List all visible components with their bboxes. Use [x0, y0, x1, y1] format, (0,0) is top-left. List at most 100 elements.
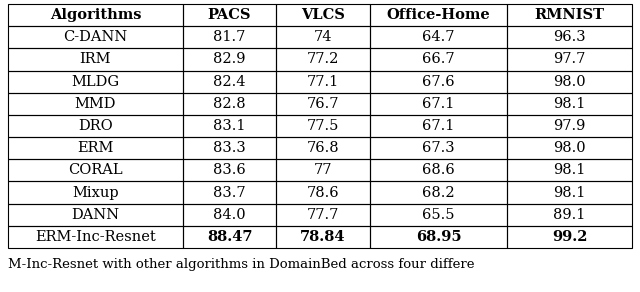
Bar	[183, 204, 276, 226]
Text: 67.1: 67.1	[422, 119, 455, 133]
Bar	[8, 204, 183, 226]
Text: VLCS: VLCS	[301, 8, 345, 22]
Bar	[276, 71, 370, 93]
Text: 84.0: 84.0	[213, 208, 246, 222]
Bar	[183, 181, 276, 204]
Text: 68.6: 68.6	[422, 163, 455, 177]
Text: Mixup: Mixup	[72, 185, 118, 199]
Text: M-Inc-Resnet with other algorithms in DomainBed across four differe: M-Inc-Resnet with other algorithms in Do…	[8, 258, 474, 271]
Text: ERM-Inc-Resnet: ERM-Inc-Resnet	[35, 230, 156, 244]
Text: 88.47: 88.47	[207, 230, 252, 244]
Text: ERM: ERM	[77, 141, 113, 155]
Text: MMD: MMD	[75, 97, 116, 111]
Bar	[508, 226, 632, 248]
Bar	[276, 137, 370, 159]
Text: 83.7: 83.7	[213, 185, 246, 199]
Bar	[370, 159, 508, 181]
Bar	[8, 71, 183, 93]
Bar	[508, 48, 632, 71]
Bar	[370, 71, 508, 93]
Bar	[276, 4, 370, 26]
Text: 77.5: 77.5	[307, 119, 339, 133]
Bar	[183, 4, 276, 26]
Text: 89.1: 89.1	[554, 208, 586, 222]
Text: 65.5: 65.5	[422, 208, 455, 222]
Text: Office-Home: Office-Home	[387, 8, 490, 22]
Bar	[276, 204, 370, 226]
Bar	[370, 204, 508, 226]
Bar	[370, 48, 508, 71]
Bar	[183, 226, 276, 248]
Bar	[508, 181, 632, 204]
Bar	[183, 115, 276, 137]
Bar	[183, 71, 276, 93]
Text: 77.1: 77.1	[307, 75, 339, 89]
Text: 98.0: 98.0	[554, 141, 586, 155]
Bar	[276, 181, 370, 204]
Text: 97.9: 97.9	[554, 119, 586, 133]
Bar	[370, 93, 508, 115]
Bar	[276, 159, 370, 181]
Bar	[8, 226, 183, 248]
Bar	[8, 137, 183, 159]
Bar	[508, 204, 632, 226]
Bar	[276, 115, 370, 137]
Text: C-DANN: C-DANN	[63, 30, 127, 44]
Text: 68.95: 68.95	[416, 230, 461, 244]
Text: 77.7: 77.7	[307, 208, 339, 222]
Bar	[276, 226, 370, 248]
Bar	[508, 93, 632, 115]
Text: CORAL: CORAL	[68, 163, 123, 177]
Text: Algorithms: Algorithms	[50, 8, 141, 22]
Bar	[276, 93, 370, 115]
Text: 82.4: 82.4	[213, 75, 246, 89]
Bar	[508, 137, 632, 159]
Bar	[8, 4, 183, 26]
Text: DANN: DANN	[71, 208, 120, 222]
Bar	[8, 48, 183, 71]
Text: MLDG: MLDG	[71, 75, 120, 89]
Bar	[276, 48, 370, 71]
Text: 67.3: 67.3	[422, 141, 455, 155]
Text: 82.8: 82.8	[213, 97, 246, 111]
Text: 98.1: 98.1	[554, 163, 586, 177]
Text: 67.1: 67.1	[422, 97, 455, 111]
Bar	[8, 159, 183, 181]
Bar	[276, 26, 370, 48]
Bar	[8, 115, 183, 137]
Text: 82.9: 82.9	[213, 53, 246, 67]
Bar	[370, 115, 508, 137]
Bar	[183, 93, 276, 115]
Bar	[508, 159, 632, 181]
Text: 98.1: 98.1	[554, 97, 586, 111]
Text: PACS: PACS	[208, 8, 252, 22]
Text: 67.6: 67.6	[422, 75, 455, 89]
Bar	[370, 181, 508, 204]
Bar	[508, 4, 632, 26]
Text: 97.7: 97.7	[554, 53, 586, 67]
Bar	[508, 115, 632, 137]
Text: 68.2: 68.2	[422, 185, 455, 199]
Bar	[370, 226, 508, 248]
Text: 77.2: 77.2	[307, 53, 339, 67]
Text: 78.6: 78.6	[307, 185, 339, 199]
Bar	[370, 137, 508, 159]
Bar	[8, 93, 183, 115]
Bar	[183, 159, 276, 181]
Bar	[508, 71, 632, 93]
Text: RMNIST: RMNIST	[534, 8, 605, 22]
Text: 66.7: 66.7	[422, 53, 455, 67]
Bar	[370, 4, 508, 26]
Text: 76.7: 76.7	[307, 97, 339, 111]
Text: 83.3: 83.3	[213, 141, 246, 155]
Text: 78.84: 78.84	[300, 230, 346, 244]
Text: 77: 77	[314, 163, 332, 177]
Bar	[370, 26, 508, 48]
Text: 83.1: 83.1	[213, 119, 246, 133]
Text: 98.0: 98.0	[554, 75, 586, 89]
Text: 83.6: 83.6	[213, 163, 246, 177]
Text: 96.3: 96.3	[554, 30, 586, 44]
Text: 81.7: 81.7	[213, 30, 246, 44]
Bar	[8, 181, 183, 204]
Text: 99.2: 99.2	[552, 230, 588, 244]
